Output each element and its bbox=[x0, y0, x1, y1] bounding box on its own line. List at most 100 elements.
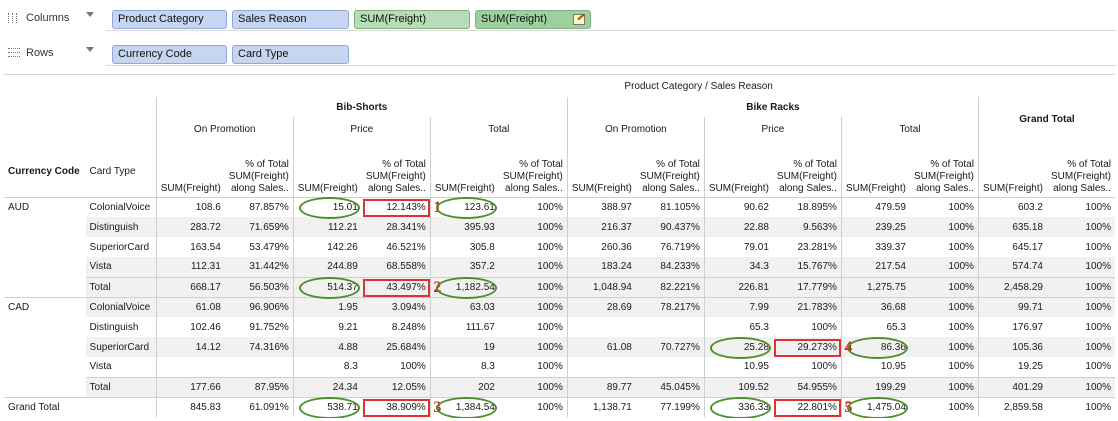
sum-freight-cell[interactable]: 65.3 bbox=[703, 317, 773, 337]
pct-cell[interactable]: 8.248% bbox=[391, 321, 426, 333]
row-header-card-type[interactable]: Card Type bbox=[89, 165, 136, 177]
grand-sum-cell[interactable]: 336.33 bbox=[703, 396, 773, 417]
sum-freight-cell[interactable]: 514.37 bbox=[292, 276, 362, 298]
pill-sum-freight-quick-calc[interactable]: SUM(Freight) bbox=[475, 10, 591, 29]
card-type-cell[interactable]: Total bbox=[85, 376, 157, 398]
sum-freight-cell[interactable]: 10.95 bbox=[840, 357, 910, 377]
grand-sum-cell[interactable]: 845.83 bbox=[155, 396, 225, 417]
card-type-cell[interactable]: Vista bbox=[89, 361, 112, 373]
pct-cell[interactable]: 17.779% bbox=[772, 276, 842, 298]
pill-currency-code[interactable]: Currency Code bbox=[112, 45, 227, 64]
pct-cell[interactable]: 54.955% bbox=[772, 376, 842, 398]
pct-cell[interactable]: 100% bbox=[909, 276, 979, 298]
sum-freight-cell[interactable]: 28.69 bbox=[566, 297, 636, 317]
sum-freight-cell[interactable]: 61.08 bbox=[155, 297, 225, 317]
sum-freight-cell[interactable]: 8.3 bbox=[292, 357, 362, 377]
pct-cell[interactable]: 100% bbox=[537, 321, 563, 333]
pct-cell[interactable]: 100% bbox=[1046, 376, 1115, 398]
pct-cell[interactable]: 91.752% bbox=[249, 321, 289, 333]
currency-code-cell[interactable]: AUD bbox=[4, 197, 86, 298]
pct-cell[interactable]: 12.143% bbox=[386, 201, 426, 213]
pct-cell[interactable]: 46.521% bbox=[386, 241, 426, 253]
pct-cell[interactable]: 31.442% bbox=[224, 257, 294, 277]
sum-freight-cell[interactable]: 36.68 bbox=[840, 297, 910, 317]
sum-freight-cell[interactable]: 79.01 bbox=[703, 237, 773, 257]
grand-sum-cell[interactable]: 1,384.54 bbox=[429, 396, 499, 417]
sum-freight-cell[interactable]: 183.24 bbox=[566, 257, 636, 277]
pct-cell[interactable]: 100% bbox=[909, 376, 979, 398]
pct-cell[interactable]: 3.094% bbox=[361, 297, 431, 317]
grand-pct-cell[interactable]: 22.801% bbox=[772, 396, 842, 417]
sum-freight-cell[interactable]: 574.74 bbox=[977, 257, 1047, 277]
sum-freight-cell[interactable]: 176.97 bbox=[977, 317, 1047, 337]
pct-cell[interactable]: 43.497% bbox=[361, 276, 431, 298]
sum-freight-cell[interactable]: 9.21 bbox=[292, 317, 362, 337]
sum-freight-cell[interactable]: 1.95 bbox=[292, 297, 362, 317]
pct-cell[interactable]: 87.95% bbox=[224, 376, 294, 398]
pct-cell[interactable]: 87.857% bbox=[249, 201, 289, 213]
pct-cell[interactable]: 76.719% bbox=[660, 241, 700, 253]
pct-cell[interactable]: 100% bbox=[537, 201, 563, 213]
pct-cell[interactable]: 100% bbox=[498, 257, 568, 277]
sum-freight-cell[interactable]: 244.89 bbox=[292, 257, 362, 277]
pct-cell[interactable]: 96.906% bbox=[224, 297, 294, 317]
sum-freight-cell[interactable]: 99.71 bbox=[977, 297, 1047, 317]
pct-cell[interactable] bbox=[225, 357, 294, 377]
pct-cell[interactable]: 81.105% bbox=[660, 201, 700, 213]
sum-freight-cell[interactable]: 226.81 bbox=[703, 276, 773, 298]
pct-cell[interactable]: 23.281% bbox=[797, 241, 837, 253]
currency-code-cell[interactable]: CAD bbox=[4, 297, 86, 398]
pct-cell[interactable]: 100% bbox=[400, 361, 426, 373]
reason-header-on-promotion[interactable]: On Promotion bbox=[566, 117, 705, 141]
sum-freight-cell[interactable]: 8.3 bbox=[429, 357, 499, 377]
sum-freight-cell[interactable]: 2,458.29 bbox=[977, 276, 1047, 298]
sum-freight-cell[interactable]: 19.25 bbox=[977, 357, 1047, 377]
sum-freight-cell[interactable]: 142.26 bbox=[292, 237, 362, 257]
sum-freight-cell[interactable]: 89.77 bbox=[566, 376, 636, 398]
sum-freight-cell[interactable]: 603.2 bbox=[977, 197, 1047, 217]
pill-card-type[interactable]: Card Type bbox=[232, 45, 349, 64]
grand-pct-cell[interactable]: 61.091% bbox=[224, 396, 294, 417]
pct-cell[interactable]: 100% bbox=[948, 241, 974, 253]
pct-cell[interactable]: 100% bbox=[537, 361, 563, 373]
sum-freight-cell[interactable]: 90.62 bbox=[703, 197, 773, 217]
pct-cell[interactable]: 71.659% bbox=[224, 217, 294, 237]
sum-freight-cell[interactable]: 24.34 bbox=[292, 376, 362, 398]
sum-freight-cell[interactable]: 479.59 bbox=[840, 197, 910, 217]
rows-shelf-header[interactable]: Rows bbox=[0, 38, 104, 68]
pct-cell[interactable]: 100% bbox=[948, 361, 974, 373]
pct-cell[interactable]: 100% bbox=[1085, 201, 1111, 213]
reason-header-on-promotion[interactable]: On Promotion bbox=[155, 117, 294, 141]
pct-cell[interactable]: 25.684% bbox=[361, 337, 431, 357]
sum-freight-cell[interactable]: 15.01 bbox=[292, 197, 362, 217]
pct-cell[interactable]: 53.479% bbox=[249, 241, 289, 253]
pct-cell[interactable] bbox=[636, 357, 705, 377]
pct-cell[interactable]: 100% bbox=[1085, 361, 1111, 373]
category-header-bib-shorts[interactable]: Bib-Shorts bbox=[155, 97, 568, 117]
pct-cell[interactable]: 21.783% bbox=[772, 297, 842, 317]
sum-freight-cell[interactable]: 635.18 bbox=[977, 217, 1047, 237]
pct-cell[interactable]: 100% bbox=[1046, 337, 1115, 357]
sum-freight-cell[interactable]: 216.37 bbox=[566, 217, 636, 237]
sum-freight-cell[interactable]: 339.37 bbox=[840, 237, 910, 257]
sum-freight-cell[interactable]: 395.93 bbox=[429, 217, 499, 237]
pct-cell[interactable]: 100% bbox=[1085, 321, 1111, 333]
sum-freight-cell[interactable]: 260.36 bbox=[566, 237, 636, 257]
sum-freight-cell[interactable]: 111.67 bbox=[429, 317, 499, 337]
pct-cell[interactable]: 100% bbox=[948, 321, 974, 333]
pill-product-category[interactable]: Product Category bbox=[112, 10, 227, 29]
sum-freight-cell[interactable]: 357.2 bbox=[429, 257, 499, 277]
sum-freight-cell[interactable]: 22.88 bbox=[703, 217, 773, 237]
sum-freight-cell[interactable]: 401.29 bbox=[977, 376, 1047, 398]
sum-freight-cell[interactable]: 25.28 bbox=[703, 337, 773, 357]
pct-cell[interactable]: 100% bbox=[1085, 241, 1111, 253]
sum-freight-cell[interactable]: 34.3 bbox=[703, 257, 773, 277]
sum-freight-cell[interactable]: 199.29 bbox=[840, 376, 910, 398]
sum-freight-cell[interactable]: 668.17 bbox=[155, 276, 225, 298]
pct-cell[interactable]: 100% bbox=[811, 361, 837, 373]
sum-freight-cell[interactable] bbox=[566, 317, 636, 337]
sum-freight-cell[interactable]: 105.36 bbox=[977, 337, 1047, 357]
pct-cell[interactable]: 100% bbox=[498, 337, 568, 357]
grand-pct-cell[interactable]: 100% bbox=[909, 396, 979, 417]
sum-freight-cell[interactable]: 217.54 bbox=[840, 257, 910, 277]
